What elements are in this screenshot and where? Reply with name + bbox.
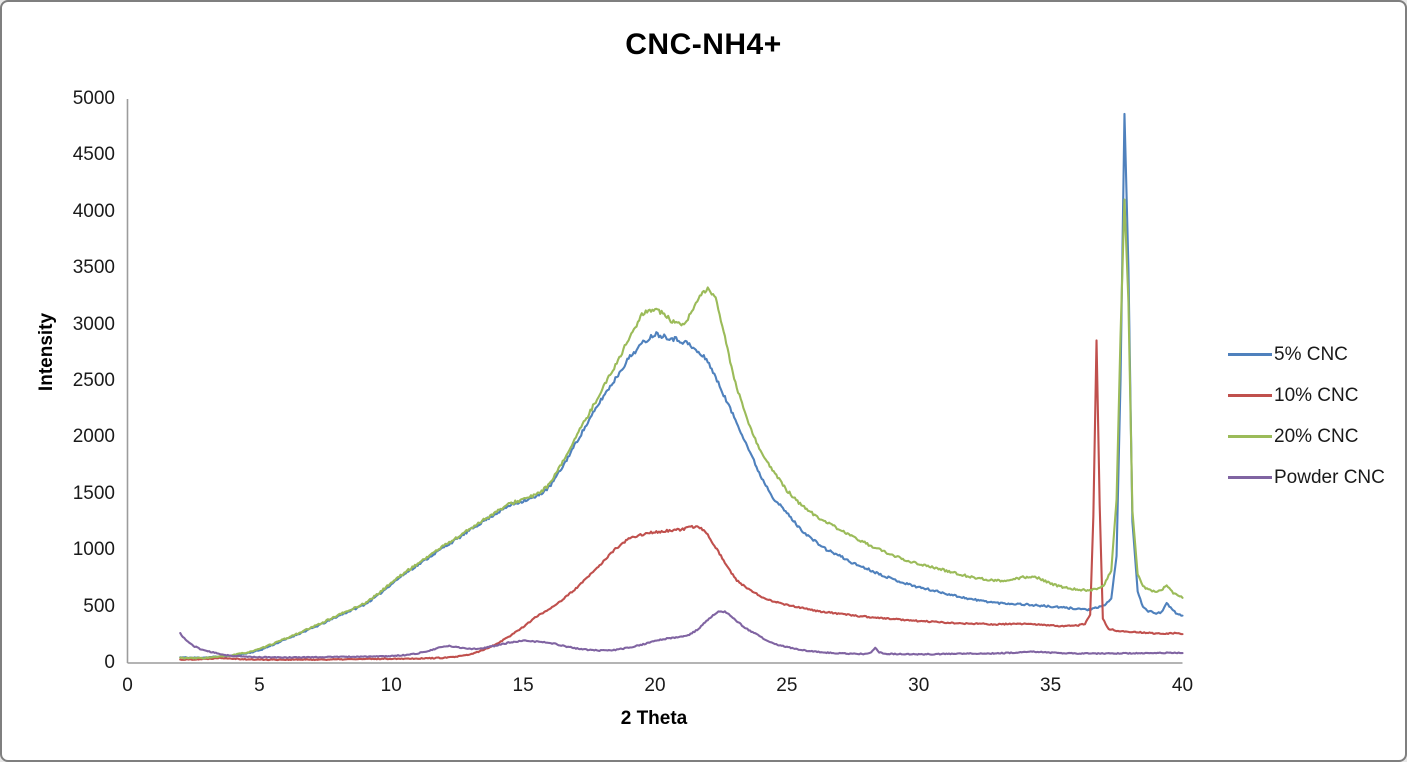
y-tick-label: 1500 xyxy=(72,482,115,504)
legend-item: 5% CNC xyxy=(1228,334,1385,375)
legend-label: 20% CNC xyxy=(1274,425,1359,447)
legend-item: 10% CNC xyxy=(1228,375,1385,416)
chart-title: CNC-NH4+ xyxy=(625,28,782,61)
y-tick-label: 2000 xyxy=(72,426,115,448)
x-tick-label: 40 xyxy=(1171,675,1194,696)
x-tick-label: 15 xyxy=(512,675,534,696)
legend-line-swatch xyxy=(1228,476,1272,479)
legend-line-swatch xyxy=(1228,435,1272,438)
y-tick-label: 3500 xyxy=(72,257,115,279)
x-tick-label: 30 xyxy=(908,675,930,696)
legend-line-swatch xyxy=(1228,394,1272,397)
y-tick-label: 2500 xyxy=(72,370,115,391)
legend-item: Powder CNC xyxy=(1228,457,1385,498)
x-tick-label: 10 xyxy=(380,675,402,696)
y-tick-label: 0 xyxy=(104,652,115,673)
x-tick-label: 25 xyxy=(776,675,798,696)
legend-label: Powder CNC xyxy=(1274,466,1385,488)
y-tick-label: 1000 xyxy=(72,539,115,561)
series-line-10-cnc xyxy=(179,339,1184,662)
series-line-20-cnc xyxy=(179,198,1184,660)
y-tick-label: 3000 xyxy=(72,313,115,335)
legend-item: 20% CNC xyxy=(1228,416,1385,457)
x-tick-label: 5 xyxy=(254,675,265,696)
legend-line-swatch xyxy=(1228,353,1272,356)
y-tick-label: 4500 xyxy=(72,144,115,166)
x-tick-label: 0 xyxy=(122,675,133,696)
y-tick-label: 4000 xyxy=(72,200,115,222)
x-tick-label: 20 xyxy=(644,675,666,696)
legend-label: 10% CNC xyxy=(1274,384,1359,406)
legend-label: 5% CNC xyxy=(1274,343,1348,365)
x-tick-label: 35 xyxy=(1040,675,1062,696)
y-tick-label: 500 xyxy=(83,595,115,617)
x-axis-title: 2 Theta xyxy=(620,708,688,729)
y-tick-label: 5000 xyxy=(72,88,115,109)
legend: 5% CNC 10% CNC 20% CNC Powder CNC xyxy=(1228,334,1385,498)
series-line-powder-cnc xyxy=(179,610,1184,659)
